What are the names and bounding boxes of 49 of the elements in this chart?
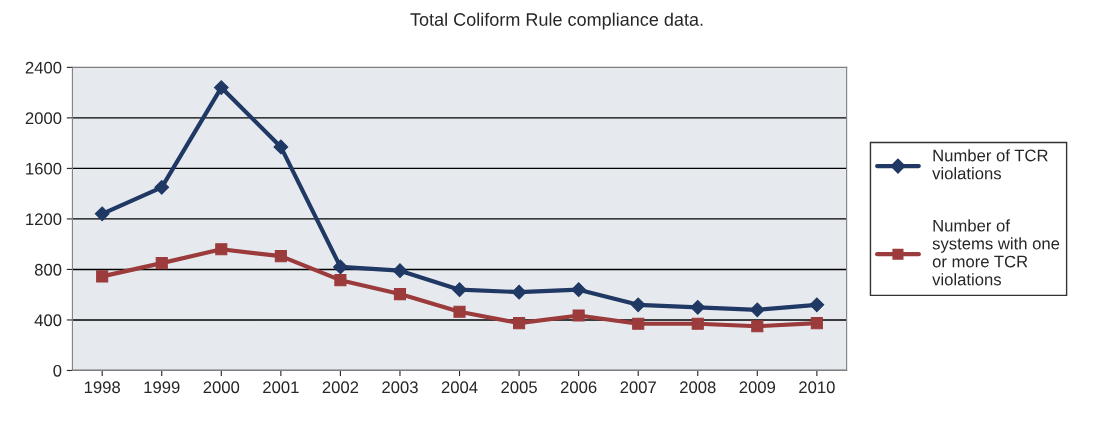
y-tick-label: 800 <box>34 263 62 276</box>
x-tick-label: 2007 <box>620 381 656 394</box>
point <box>215 243 228 256</box>
point <box>630 297 646 313</box>
point <box>213 80 229 95</box>
x-tick-label: 2001 <box>263 381 299 394</box>
point <box>274 250 287 263</box>
y-tick-label: 1600 <box>26 162 62 175</box>
y-tick-label: 2400 <box>25 61 62 74</box>
point <box>273 139 289 155</box>
point <box>392 263 408 279</box>
point <box>809 297 825 313</box>
point <box>333 259 348 275</box>
y-tick-label: 400 <box>34 314 62 327</box>
x-tick-label: 2008 <box>680 381 716 394</box>
x-tick-label: 2002 <box>322 381 359 394</box>
point <box>513 317 526 330</box>
x-tick-label: 2010 <box>799 381 835 394</box>
point <box>393 287 407 301</box>
x-tick-label: 2009 <box>739 381 776 394</box>
point <box>96 270 109 283</box>
x-tick-label: 1999 <box>144 381 180 394</box>
point <box>154 179 170 195</box>
point <box>572 309 585 322</box>
legend-label: Number of systems with one or more TCR violations <box>932 219 1060 286</box>
y-tick-label: 1200 <box>26 213 62 226</box>
y-tick-label: 0 <box>53 364 62 377</box>
point <box>691 317 704 330</box>
legend-label: Number of TCR violations <box>932 149 1048 180</box>
point <box>571 282 587 298</box>
chart-title: Total Coliform Rule compliance data. <box>410 12 703 30</box>
x-tick-label: 1998 <box>84 381 120 394</box>
x-tick-label: 2006 <box>560 381 597 394</box>
x-tick-label: 2000 <box>203 381 240 394</box>
point <box>452 282 467 298</box>
point <box>632 317 645 330</box>
point <box>94 206 110 222</box>
point <box>334 274 347 287</box>
point <box>751 320 764 333</box>
x-tick-label: 2005 <box>501 381 537 394</box>
point <box>511 284 527 300</box>
point <box>810 317 823 330</box>
x-tick-label: 2004 <box>441 381 478 394</box>
point <box>690 299 706 315</box>
y-tick-label: 2000 <box>25 112 62 125</box>
point <box>453 305 466 318</box>
x-tick-label: 2003 <box>382 381 418 394</box>
point <box>155 257 168 270</box>
point <box>749 302 765 318</box>
